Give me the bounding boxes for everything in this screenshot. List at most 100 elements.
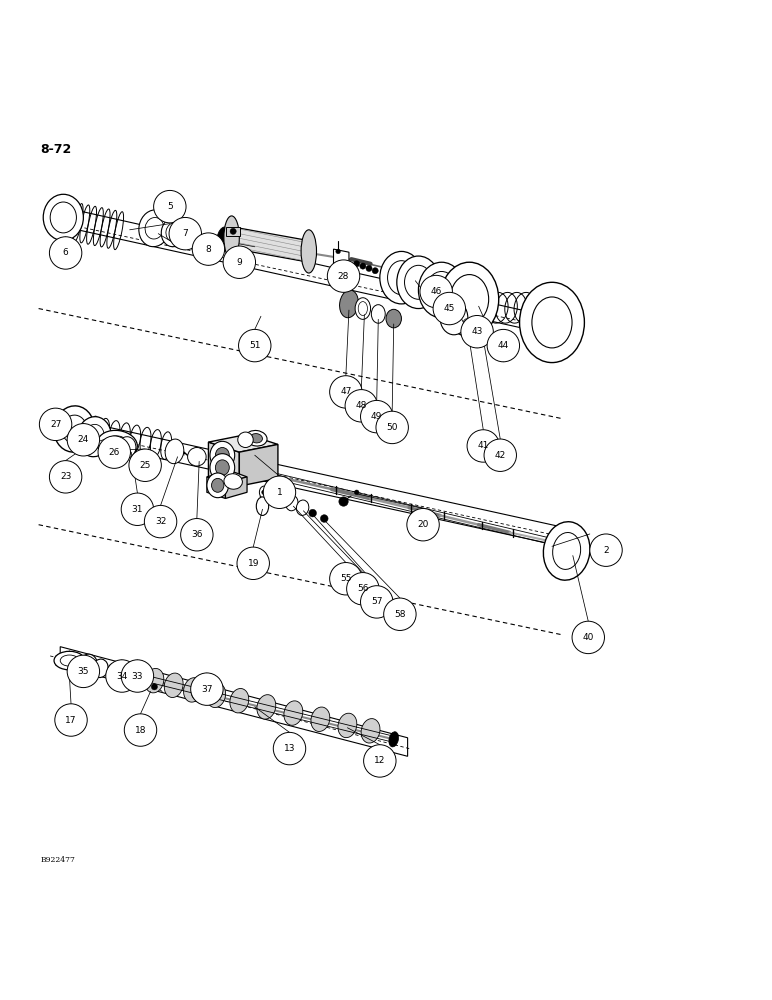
Ellipse shape xyxy=(97,430,137,458)
Polygon shape xyxy=(208,434,278,452)
Ellipse shape xyxy=(250,434,262,443)
Ellipse shape xyxy=(238,432,253,448)
Ellipse shape xyxy=(296,500,309,515)
Ellipse shape xyxy=(117,437,136,458)
Ellipse shape xyxy=(161,218,186,247)
Text: 23: 23 xyxy=(60,472,71,481)
Circle shape xyxy=(361,586,393,618)
Ellipse shape xyxy=(43,194,83,241)
Ellipse shape xyxy=(286,495,298,511)
Ellipse shape xyxy=(181,221,195,248)
Circle shape xyxy=(336,249,340,254)
Circle shape xyxy=(320,515,328,522)
Ellipse shape xyxy=(210,454,235,481)
Text: 24: 24 xyxy=(78,435,89,444)
Ellipse shape xyxy=(426,271,457,309)
Ellipse shape xyxy=(256,497,269,515)
Text: 25: 25 xyxy=(140,461,151,470)
Text: 19: 19 xyxy=(248,559,259,568)
Circle shape xyxy=(151,684,157,690)
Ellipse shape xyxy=(77,417,111,457)
Ellipse shape xyxy=(532,297,572,348)
Bar xyxy=(226,227,240,236)
Ellipse shape xyxy=(440,262,499,336)
Circle shape xyxy=(144,505,177,538)
Circle shape xyxy=(49,237,82,269)
Ellipse shape xyxy=(105,436,130,453)
Ellipse shape xyxy=(215,227,229,254)
Text: 43: 43 xyxy=(472,327,482,336)
Circle shape xyxy=(361,400,393,433)
Ellipse shape xyxy=(553,533,581,569)
Ellipse shape xyxy=(107,663,121,680)
Ellipse shape xyxy=(50,202,76,233)
Text: 48: 48 xyxy=(356,401,367,410)
Circle shape xyxy=(433,292,466,325)
Ellipse shape xyxy=(520,282,584,363)
Circle shape xyxy=(55,704,87,736)
Circle shape xyxy=(330,563,362,595)
Text: 45: 45 xyxy=(444,304,455,313)
Ellipse shape xyxy=(340,290,358,318)
Circle shape xyxy=(330,376,362,408)
Ellipse shape xyxy=(207,683,225,708)
Ellipse shape xyxy=(358,302,367,315)
Text: 41: 41 xyxy=(478,441,489,450)
Text: 37: 37 xyxy=(201,685,212,694)
Text: 13: 13 xyxy=(284,744,295,753)
Text: 44: 44 xyxy=(498,341,509,350)
Circle shape xyxy=(354,261,360,267)
Text: 57: 57 xyxy=(371,597,382,606)
Ellipse shape xyxy=(145,218,164,239)
Ellipse shape xyxy=(54,406,94,452)
Circle shape xyxy=(484,439,516,471)
Circle shape xyxy=(309,509,317,517)
Circle shape xyxy=(420,275,452,308)
Ellipse shape xyxy=(215,448,229,463)
Circle shape xyxy=(354,490,359,495)
Ellipse shape xyxy=(84,424,104,449)
Circle shape xyxy=(192,233,225,265)
Ellipse shape xyxy=(543,522,590,580)
Ellipse shape xyxy=(259,486,269,498)
Polygon shape xyxy=(239,444,278,486)
Circle shape xyxy=(67,424,100,456)
Text: 32: 32 xyxy=(155,517,166,526)
Circle shape xyxy=(461,315,493,348)
Text: 55: 55 xyxy=(340,574,351,583)
Text: 35: 35 xyxy=(78,667,89,676)
Circle shape xyxy=(106,660,138,692)
Text: 33: 33 xyxy=(132,672,143,681)
Circle shape xyxy=(262,490,266,495)
Circle shape xyxy=(472,321,482,330)
Text: 36: 36 xyxy=(191,530,202,539)
Circle shape xyxy=(487,329,520,362)
Circle shape xyxy=(590,534,622,566)
Text: 47: 47 xyxy=(340,387,351,396)
Ellipse shape xyxy=(355,298,371,319)
Circle shape xyxy=(230,228,236,234)
Polygon shape xyxy=(334,249,349,271)
Text: 9: 9 xyxy=(236,258,242,267)
Circle shape xyxy=(223,246,256,278)
Circle shape xyxy=(345,390,378,422)
Ellipse shape xyxy=(166,223,181,241)
Circle shape xyxy=(327,260,360,292)
Polygon shape xyxy=(207,477,225,498)
Text: 8-72: 8-72 xyxy=(40,143,71,156)
Ellipse shape xyxy=(145,668,164,693)
Text: 50: 50 xyxy=(387,423,398,432)
Ellipse shape xyxy=(388,261,415,295)
Circle shape xyxy=(191,673,223,705)
Circle shape xyxy=(169,217,201,250)
Circle shape xyxy=(124,671,130,678)
Ellipse shape xyxy=(405,265,432,299)
Text: 17: 17 xyxy=(66,716,76,725)
Text: 18: 18 xyxy=(135,726,146,735)
Ellipse shape xyxy=(93,659,108,678)
Ellipse shape xyxy=(311,707,330,731)
Ellipse shape xyxy=(212,478,224,492)
Ellipse shape xyxy=(230,689,249,713)
Ellipse shape xyxy=(380,251,423,304)
Ellipse shape xyxy=(164,673,183,697)
